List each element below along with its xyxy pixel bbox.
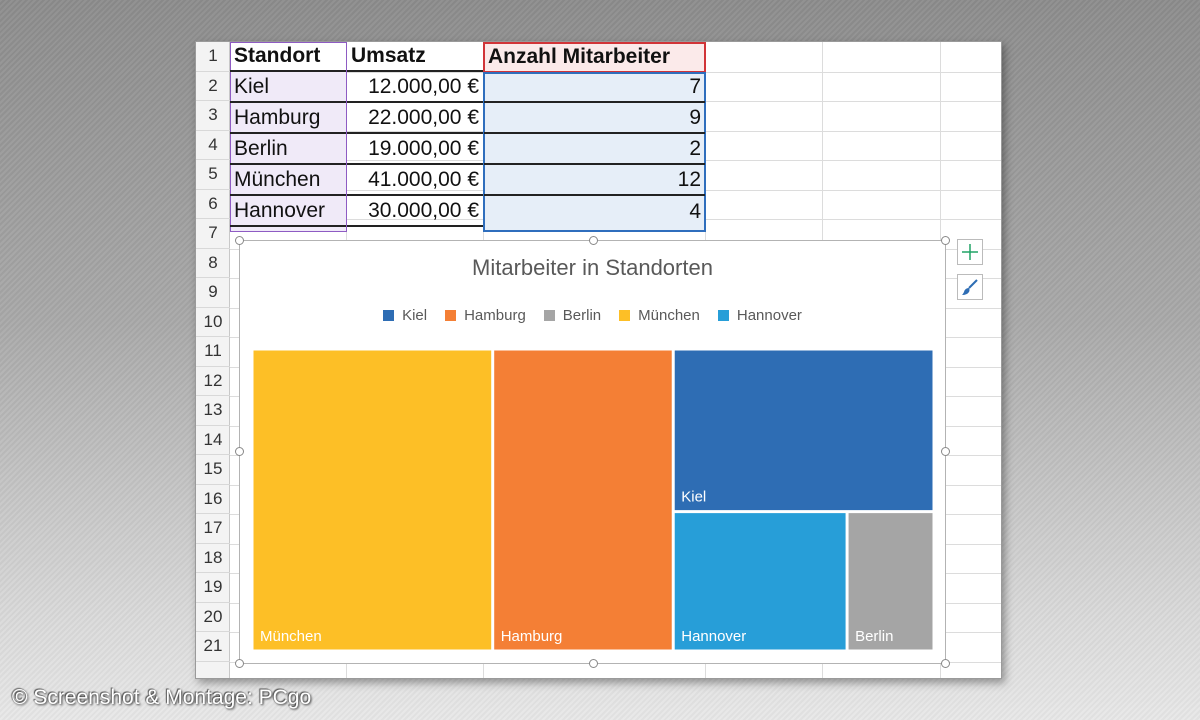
selection-fill-header	[484, 43, 705, 72]
legend-label: Hannover	[736, 307, 802, 324]
treemap-rect[interactable]	[253, 350, 492, 650]
header-standort[interactable]: Standort	[230, 42, 346, 72]
chart-styles-button[interactable]	[957, 274, 983, 300]
spreadsheet: 1 2 3 4 5 6 7 8 9 10 11 12 13 14 15 16 17 18 19 20 21 Stando…	[195, 41, 1002, 679]
treemap-plot: München Hamburg Kiel Hannover Berlin	[253, 350, 933, 650]
image-credit: © Screenshot & Montage: PCgo	[12, 686, 312, 709]
chart-legend[interactable]: Kiel Hamburg Berlin München Hannover	[240, 307, 945, 324]
cell-standort[interactable]: Berlin	[230, 135, 346, 165]
plus-icon	[962, 244, 978, 260]
resize-handle[interactable]	[941, 659, 950, 668]
legend-label: Kiel	[402, 307, 428, 324]
cell-mitarbeiter[interactable]: 4	[689, 199, 701, 223]
legend-swatch	[445, 310, 457, 321]
cell-standort[interactable]: Hamburg	[230, 104, 346, 134]
cell-mitarbeiter[interactable]: 7	[484, 73, 705, 103]
row-number[interactable]: 12	[196, 367, 230, 396]
legend-swatch	[619, 310, 631, 321]
selection-fill-standort	[231, 72, 346, 231]
legend-label: München	[638, 307, 700, 324]
cell-standort[interactable]: München	[230, 166, 346, 196]
legend-item[interactable]: München	[619, 307, 700, 324]
legend-label: Hamburg	[464, 307, 526, 324]
row-number[interactable]: 11	[196, 337, 230, 367]
selection-fill-mitarbeiter	[484, 72, 705, 231]
row-number[interactable]: 1	[196, 42, 230, 72]
treemap-tile[interactable]: Hamburg	[494, 350, 672, 650]
cell-mitarbeiter[interactable]: 12	[484, 166, 705, 196]
row-number[interactable]: 14	[196, 426, 230, 455]
treemap-rect[interactable]	[848, 513, 933, 650]
cell-umsatz[interactable]: 12.000,00 €	[347, 73, 483, 103]
treemap-chart[interactable]: Mitarbeiter in Standorten Kiel Hamburg Ber…	[235, 236, 950, 668]
row-number[interactable]: 16	[196, 485, 230, 514]
row-number[interactable]: 15	[196, 455, 230, 485]
legend-label: Berlin	[562, 307, 602, 324]
legend-item[interactable]: Hannover	[717, 307, 802, 324]
cell-standort[interactable]: Hannover	[230, 197, 346, 227]
row-number[interactable]: 7	[196, 219, 230, 249]
resize-handle[interactable]	[235, 236, 244, 245]
treemap-label: Hamburg	[501, 628, 563, 645]
legend-swatch	[717, 310, 729, 321]
row-number[interactable]: 20	[196, 603, 230, 632]
resize-handle[interactable]	[235, 659, 244, 668]
legend-item[interactable]: Hamburg	[445, 307, 526, 324]
row-header-column: 1 2 3 4 5 6 7 8 9 10 11 12 13 14 15 16 17 18 19 20 21	[196, 42, 230, 678]
row-number[interactable]: 9	[196, 278, 230, 308]
cell-mitarbeiter[interactable]: 9	[484, 104, 705, 134]
row-number[interactable]: 3	[196, 101, 230, 131]
row-number[interactable]: 4	[196, 131, 230, 160]
row-number[interactable]: 13	[196, 396, 230, 426]
cell-standort[interactable]: Kiel	[230, 73, 346, 103]
row-number[interactable]: 5	[196, 160, 230, 190]
legend-item[interactable]: Kiel	[383, 307, 427, 324]
brush-icon	[962, 279, 978, 295]
row-number[interactable]: 17	[196, 514, 230, 544]
cell-mitarbeiter[interactable]: 2	[484, 135, 705, 165]
resize-handle[interactable]	[941, 236, 950, 245]
cell-umsatz[interactable]: 41.000,00 €	[347, 166, 483, 196]
chart-title[interactable]: Mitarbeiter in Standorten	[472, 255, 713, 280]
treemap-rect[interactable]	[674, 350, 933, 511]
chart-elements-button[interactable]	[957, 239, 983, 265]
treemap-label: München	[260, 628, 322, 645]
legend-swatch	[383, 310, 395, 321]
treemap-rect[interactable]	[494, 350, 672, 650]
row-number[interactable]: 8	[196, 249, 230, 278]
treemap-tile[interactable]: Hannover	[674, 513, 846, 650]
treemap-tile[interactable]: Berlin	[848, 513, 933, 650]
resize-handle[interactable]	[941, 447, 950, 456]
treemap-tile[interactable]: Kiel	[674, 350, 933, 511]
row-number[interactable]: 6	[196, 190, 230, 219]
treemap-label: Hannover	[681, 628, 746, 645]
resize-handle[interactable]	[235, 447, 244, 456]
row-number[interactable]: 19	[196, 573, 230, 603]
row-number[interactable]: 18	[196, 544, 230, 573]
range-border-blue	[483, 72, 706, 232]
row-number[interactable]: 2	[196, 72, 230, 101]
treemap-tile[interactable]: München	[253, 350, 492, 650]
legend-swatch	[543, 310, 555, 321]
treemap-label: Berlin	[855, 628, 893, 645]
header-umsatz[interactable]: Umsatz	[347, 42, 483, 72]
legend-item[interactable]: Berlin	[543, 307, 602, 324]
row-number[interactable]: 10	[196, 308, 230, 337]
resize-handle[interactable]	[589, 659, 598, 668]
range-border-purple	[230, 42, 347, 232]
treemap-rect[interactable]	[674, 513, 846, 650]
cell-umsatz[interactable]: 19.000,00 €	[347, 135, 483, 165]
row-number[interactable]: 21	[196, 632, 230, 662]
treemap-label: Kiel	[681, 489, 706, 506]
resize-handle[interactable]	[589, 236, 598, 245]
cell-umsatz[interactable]: 30.000,00 €	[347, 197, 483, 227]
header-mitarbeiter[interactable]: Anzahl Mitarbeiter	[488, 44, 671, 68]
cell-umsatz[interactable]: 22.000,00 €	[347, 104, 483, 134]
